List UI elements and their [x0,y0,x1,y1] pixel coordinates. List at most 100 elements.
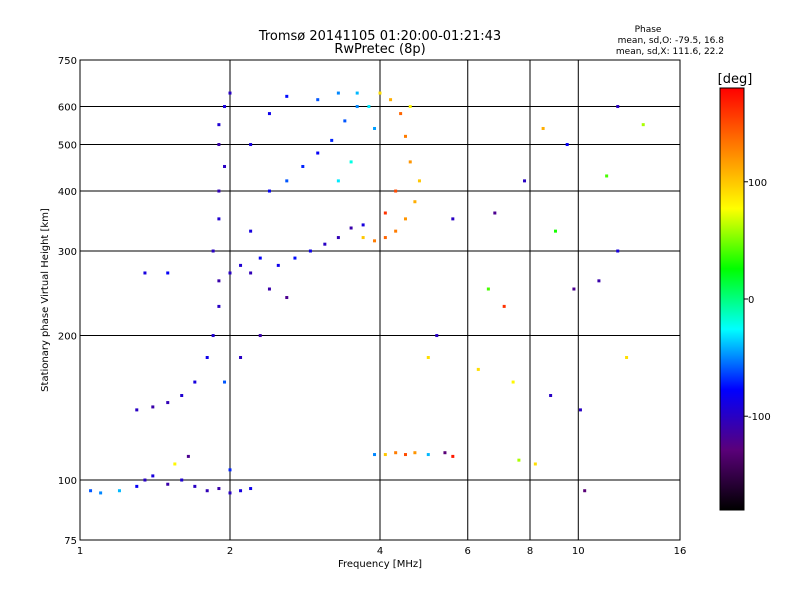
data-point [616,249,620,253]
data-point [413,451,417,455]
data-point [597,279,601,283]
data-point [435,334,439,338]
data-point [336,236,340,240]
data-point [605,174,609,178]
data-point [117,489,121,493]
y-tick-label: 500 [58,141,77,152]
y-tick-label: 200 [58,332,77,343]
data-point [217,123,221,127]
data-point [553,229,557,233]
data-point [166,271,170,275]
data-point [355,105,359,109]
x-tick-label: 6 [465,546,471,557]
data-point [616,105,620,109]
y-tick-label: 100 [58,476,77,487]
data-point [285,94,289,98]
data-point [443,451,447,455]
y-tick-label: 75 [64,536,77,547]
data-point [383,453,387,457]
data-point [349,226,353,230]
data-point [285,179,289,183]
phase-x-stats: mean, sd,X: 111.6, 22.2 [616,47,724,57]
data-point [249,271,253,275]
data-point [258,334,262,338]
x-tick-label: 4 [377,546,383,557]
data-point [267,287,271,291]
x-tick-label: 2 [227,546,233,557]
x-tick-label: 8 [527,546,533,557]
data-point [143,271,147,275]
y-axis-label: Stationary phase Virtual Height [km] [40,208,51,392]
data-point [330,138,334,142]
data-point [135,484,139,488]
data-point [267,189,271,193]
data-point [394,189,398,193]
data-point [361,223,365,227]
data-point [373,453,377,457]
data-point [99,491,103,495]
data-point [166,401,170,405]
data-point [373,239,377,243]
data-point [301,164,305,168]
chart-title: Tromsø 20141105 01:20:00-01:21:43 [258,29,501,44]
phase-colorbar: 100 0 -100 [719,87,771,511]
data-point [361,236,365,240]
x-tick-label: 1 [77,546,83,557]
data-point [143,478,147,482]
data-point [389,98,393,102]
data-point [217,304,221,308]
data-point [343,119,347,123]
data-point [239,263,243,267]
y-tick-label: 400 [58,187,77,198]
data-point [399,112,403,116]
data-point [523,179,527,183]
data-point [336,91,340,95]
data-point [186,454,190,458]
data-point [217,279,221,283]
data-points [89,91,645,495]
x-tick-label: 10 [572,546,585,557]
data-point [394,451,398,455]
data-point [308,249,312,253]
data-point [228,271,232,275]
data-point [223,380,227,384]
data-point [217,189,221,193]
data-point [583,489,587,493]
data-point [249,229,253,233]
data-point [378,91,382,95]
data-point [151,474,155,478]
data-point [403,217,407,221]
data-point [451,217,455,221]
data-point [285,296,289,300]
data-point [249,143,253,147]
data-point [403,134,407,138]
data-point [373,126,377,130]
data-point [486,287,490,291]
data-point [316,151,320,155]
data-point [541,126,545,130]
data-point [316,98,320,102]
data-point [205,355,209,359]
data-point [403,453,407,457]
data-point [205,489,209,493]
data-point [89,489,93,493]
y-tick-label: 300 [58,247,77,258]
data-point [533,462,537,466]
data-point [193,380,197,384]
data-point [217,487,221,491]
data-point [267,112,271,116]
data-point [173,462,177,466]
phase-o-stats: mean, sd,O: -79.5, 16.8 [618,36,725,46]
data-point [549,394,553,398]
data-point [228,468,232,472]
colorbar-tick-label: -100 [748,412,771,423]
data-point [394,229,398,233]
chart-subtitle: RwPretec (8p) [334,42,425,57]
data-point [502,304,506,308]
data-point [408,160,412,164]
data-point [565,143,569,147]
colorbar-gradient [719,87,745,511]
data-point [276,263,280,267]
